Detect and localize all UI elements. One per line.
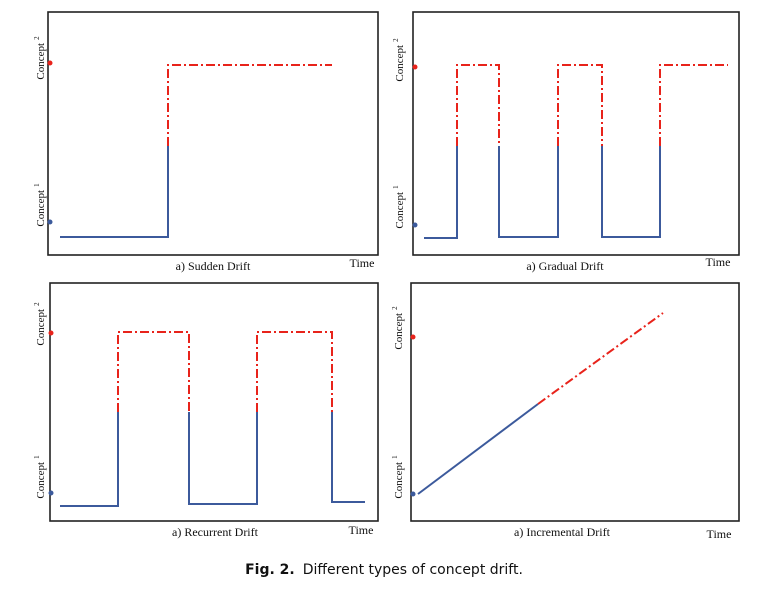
caption-label: Fig. 2.: [245, 562, 295, 578]
concept2-axis-label: Concept2: [33, 302, 47, 346]
concept2-line: [456, 64, 500, 146]
concept2-axis-label: Concept2: [392, 38, 406, 82]
panel-title: a) Incremental Drift: [514, 525, 611, 539]
plot-frame: [412, 11, 740, 256]
panel-title: a) Recurrent Drift: [172, 525, 259, 539]
concept2-axis-label: Concept2: [33, 36, 47, 80]
concept1-line: [331, 412, 365, 503]
concept2-line: [537, 312, 664, 405]
concept1-axis-label: Concept1: [33, 183, 47, 227]
concept2-line: [117, 331, 190, 412]
concept2-line: [256, 331, 333, 412]
time-axis-label: Time: [349, 523, 374, 537]
panel-sudden-drift: Concept2 Concept1 a) Sudden Drift Time: [33, 11, 379, 273]
concept1-line: [188, 412, 258, 505]
panel-title: a) Sudden Drift: [176, 259, 251, 273]
concept2-line: [167, 64, 332, 146]
concept1-line: [601, 146, 661, 238]
concept-drift-figure: Concept2 Concept1 a) Sudden Drift Time C…: [33, 11, 740, 541]
concept1-marker: [410, 491, 416, 497]
concept2-marker: [412, 64, 418, 70]
time-axis-label: Time: [706, 255, 731, 269]
concept2-line: [557, 64, 603, 146]
panel-recurrent-drift: Concept2 Concept1 a) Recurrent Drift Tim…: [33, 282, 379, 539]
plot-frame: [47, 11, 379, 256]
concept1-line: [60, 146, 169, 238]
concept2-marker: [410, 334, 416, 340]
concept2-axis-label: Concept2: [391, 306, 405, 350]
concept2-line: [659, 64, 728, 146]
concept1-axis-label: Concept1: [33, 455, 47, 499]
panel-title: a) Gradual Drift: [526, 259, 604, 273]
concept1-line: [60, 412, 119, 507]
plot-frame: [49, 282, 379, 522]
concept2-marker: [47, 60, 53, 66]
concept1-line: [417, 403, 539, 495]
caption-text: Different types of concept drift.: [302, 562, 523, 578]
time-axis-label: Time: [350, 256, 375, 270]
concept1-axis-label: Concept1: [392, 185, 406, 229]
panel-gradual-drift: Concept2 Concept1 a) Gradual Drift Time: [392, 11, 740, 273]
panel-incremental-drift: Concept2 Concept1 a) Incremental Drift T…: [391, 282, 740, 541]
concept1-line: [498, 146, 559, 238]
concept1-axis-label: Concept1: [391, 455, 405, 499]
time-axis-label: Time: [707, 527, 732, 541]
concept2-marker: [48, 330, 54, 336]
figure-caption: Fig. 2. Different types of concept drift.: [0, 562, 768, 578]
concept1-marker: [47, 219, 53, 225]
plot-frame: [410, 282, 740, 522]
concept1-marker: [412, 222, 418, 228]
concept1-marker: [48, 490, 54, 496]
concept1-line: [424, 146, 458, 239]
